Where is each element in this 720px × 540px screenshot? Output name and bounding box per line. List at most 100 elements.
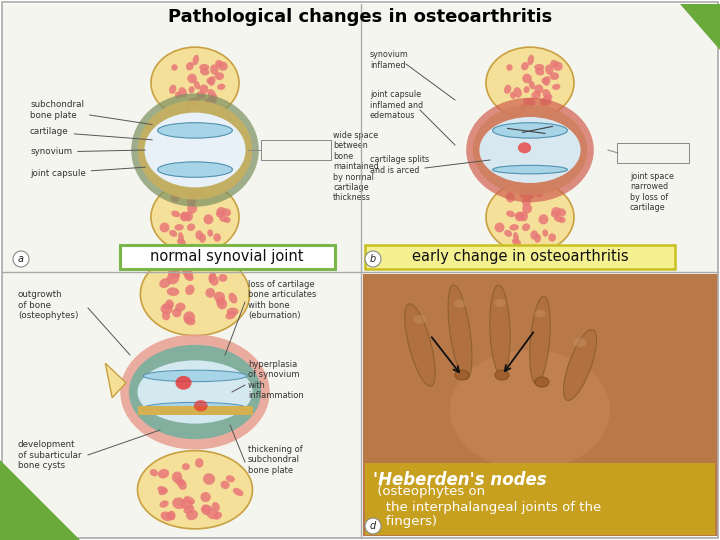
- Ellipse shape: [162, 311, 170, 320]
- Ellipse shape: [131, 93, 258, 207]
- Ellipse shape: [486, 47, 574, 119]
- Ellipse shape: [516, 213, 523, 219]
- Ellipse shape: [450, 350, 610, 470]
- Ellipse shape: [215, 60, 223, 68]
- Ellipse shape: [191, 190, 200, 199]
- Text: outgrowth
of bone
(osteophytes): outgrowth of bone (osteophytes): [18, 290, 78, 320]
- Ellipse shape: [182, 463, 190, 470]
- Ellipse shape: [226, 475, 235, 482]
- Ellipse shape: [455, 370, 469, 380]
- Ellipse shape: [527, 188, 534, 198]
- Ellipse shape: [209, 274, 219, 286]
- Text: a: a: [18, 254, 24, 264]
- Text: synovium: synovium: [30, 147, 145, 157]
- Ellipse shape: [184, 505, 194, 514]
- Ellipse shape: [506, 211, 515, 217]
- Ellipse shape: [166, 299, 174, 309]
- Ellipse shape: [467, 98, 594, 202]
- Ellipse shape: [191, 101, 199, 108]
- Ellipse shape: [365, 518, 381, 534]
- Ellipse shape: [486, 181, 574, 253]
- Ellipse shape: [220, 481, 230, 489]
- Text: (osteophytes on
   the interphalangeal joints of the
   fingers): (osteophytes on the interphalangeal join…: [373, 485, 601, 529]
- Ellipse shape: [192, 188, 199, 198]
- FancyBboxPatch shape: [361, 4, 718, 272]
- Ellipse shape: [564, 329, 596, 401]
- Ellipse shape: [539, 214, 549, 225]
- Ellipse shape: [179, 87, 187, 98]
- Ellipse shape: [528, 55, 534, 65]
- Ellipse shape: [158, 486, 168, 494]
- Ellipse shape: [534, 189, 543, 197]
- Ellipse shape: [192, 98, 200, 107]
- Ellipse shape: [120, 334, 270, 449]
- Ellipse shape: [175, 478, 184, 485]
- Text: Pathological changes in osteoarthritis: Pathological changes in osteoarthritis: [168, 8, 552, 26]
- Ellipse shape: [207, 230, 213, 237]
- Ellipse shape: [223, 217, 230, 223]
- Ellipse shape: [227, 308, 238, 315]
- Ellipse shape: [138, 451, 253, 529]
- Ellipse shape: [573, 338, 587, 347]
- Ellipse shape: [454, 300, 466, 307]
- Ellipse shape: [541, 77, 549, 84]
- Ellipse shape: [177, 239, 186, 246]
- Ellipse shape: [510, 92, 516, 99]
- Ellipse shape: [217, 298, 227, 309]
- Ellipse shape: [192, 55, 199, 65]
- Ellipse shape: [175, 92, 181, 99]
- Ellipse shape: [528, 80, 535, 90]
- Ellipse shape: [186, 197, 196, 206]
- Ellipse shape: [522, 197, 531, 206]
- Ellipse shape: [184, 273, 194, 281]
- Ellipse shape: [535, 377, 549, 387]
- Ellipse shape: [545, 64, 554, 75]
- Ellipse shape: [520, 211, 528, 221]
- Ellipse shape: [209, 272, 216, 282]
- Polygon shape: [680, 4, 720, 50]
- Ellipse shape: [203, 473, 215, 485]
- Ellipse shape: [534, 84, 544, 93]
- Ellipse shape: [512, 239, 521, 246]
- Text: cartilage: cartilage: [30, 127, 152, 140]
- Ellipse shape: [552, 207, 561, 215]
- Ellipse shape: [138, 100, 252, 199]
- Ellipse shape: [187, 73, 197, 83]
- Ellipse shape: [181, 266, 190, 275]
- Ellipse shape: [174, 224, 184, 231]
- Ellipse shape: [213, 512, 222, 519]
- Ellipse shape: [513, 232, 519, 242]
- Ellipse shape: [199, 234, 206, 243]
- Ellipse shape: [480, 117, 580, 183]
- Ellipse shape: [158, 123, 233, 138]
- Ellipse shape: [552, 84, 560, 90]
- Ellipse shape: [188, 98, 196, 105]
- Ellipse shape: [171, 64, 178, 71]
- Ellipse shape: [218, 274, 228, 282]
- Ellipse shape: [172, 267, 180, 278]
- Ellipse shape: [495, 370, 509, 380]
- Ellipse shape: [150, 469, 158, 476]
- Ellipse shape: [160, 222, 169, 232]
- Text: early change in osteoarthritis: early change in osteoarthritis: [412, 249, 629, 265]
- Ellipse shape: [534, 64, 544, 71]
- Ellipse shape: [492, 123, 567, 138]
- Text: b: b: [370, 254, 376, 264]
- Ellipse shape: [145, 113, 246, 187]
- FancyBboxPatch shape: [120, 245, 335, 269]
- Ellipse shape: [542, 89, 551, 99]
- Ellipse shape: [198, 261, 210, 271]
- Ellipse shape: [167, 287, 179, 296]
- Ellipse shape: [13, 518, 29, 534]
- Ellipse shape: [216, 297, 225, 306]
- Text: cartilage splits
and is arced: cartilage splits and is arced: [370, 156, 429, 175]
- Ellipse shape: [176, 376, 192, 390]
- Ellipse shape: [202, 505, 212, 512]
- Ellipse shape: [214, 292, 225, 302]
- FancyBboxPatch shape: [138, 406, 253, 415]
- Ellipse shape: [473, 105, 588, 195]
- Ellipse shape: [178, 232, 184, 242]
- Ellipse shape: [169, 85, 176, 94]
- Ellipse shape: [195, 230, 203, 240]
- Ellipse shape: [513, 87, 522, 98]
